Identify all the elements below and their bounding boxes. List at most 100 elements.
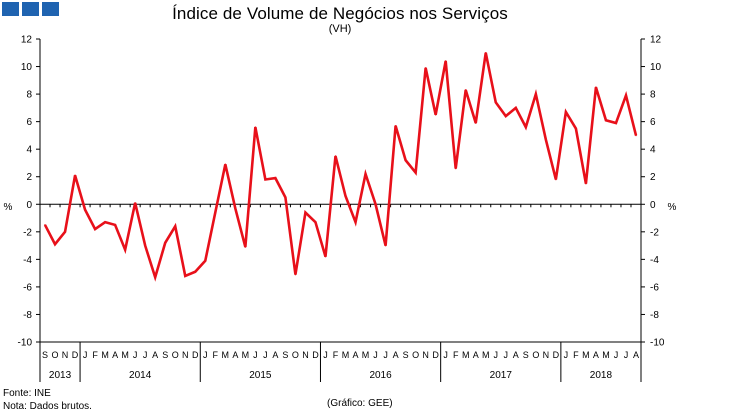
- y-tick-label-left: -8: [23, 310, 32, 321]
- data-point: [494, 101, 497, 104]
- month-label: D: [553, 350, 560, 360]
- logo-square-1: [2, 2, 19, 16]
- y-tick-label-right: 10: [650, 62, 662, 73]
- data-point: [514, 107, 517, 109]
- year-label: 2013: [49, 370, 72, 381]
- month-label: J: [323, 350, 328, 360]
- data-point: [44, 224, 46, 226]
- data-point: [605, 119, 607, 122]
- month-label: F: [92, 350, 98, 360]
- data-point: [354, 221, 357, 223]
- data-point: [474, 122, 477, 124]
- month-label: A: [152, 350, 158, 360]
- y-tick-label-right: -8: [650, 310, 659, 321]
- month-label: J: [373, 350, 378, 360]
- month-label: M: [482, 350, 490, 360]
- data-point: [464, 89, 467, 91]
- y-tick-label-right: -10: [650, 338, 665, 349]
- y-tick-label-left: 0: [26, 200, 32, 211]
- footer-credit: (Gráfico: GEE): [327, 398, 393, 409]
- month-label: A: [232, 350, 238, 360]
- data-point: [184, 275, 187, 277]
- data-point: [374, 203, 377, 206]
- month-label: N: [62, 350, 69, 360]
- data-point: [565, 111, 567, 113]
- month-label: M: [342, 350, 350, 360]
- chart-subtitle: (VH): [328, 23, 352, 35]
- month-label: M: [462, 350, 470, 360]
- month-label: M: [101, 350, 109, 360]
- month-label: J: [383, 350, 388, 360]
- logo-square-3: [42, 2, 59, 16]
- month-label: N: [302, 350, 309, 360]
- y-tick-label-left: 6: [26, 117, 32, 128]
- data-point: [525, 126, 527, 128]
- month-label: S: [523, 350, 529, 360]
- y-tick-label-left: -4: [23, 255, 32, 266]
- data-point: [535, 93, 537, 95]
- month-label: D: [192, 350, 199, 360]
- data-point: [334, 155, 337, 157]
- month-label: J: [564, 350, 569, 360]
- data-point: [144, 244, 146, 247]
- month-label: F: [453, 350, 459, 360]
- month-label: O: [532, 350, 539, 360]
- data-point: [294, 273, 297, 276]
- y-tick-label-right: 8: [650, 90, 656, 101]
- month-label: S: [282, 350, 288, 360]
- data-point: [384, 244, 387, 247]
- series-group: [43, 51, 638, 282]
- month-label: F: [213, 350, 219, 360]
- month-label: F: [573, 350, 579, 360]
- data-point: [174, 225, 177, 228]
- data-point: [214, 211, 217, 214]
- month-label: A: [513, 350, 519, 360]
- y-axis-label-left: %: [4, 202, 13, 213]
- month-label: N: [182, 350, 189, 360]
- month-label: J: [443, 350, 448, 360]
- month-label: J: [253, 350, 258, 360]
- data-point: [635, 134, 637, 137]
- data-point: [84, 208, 86, 211]
- year-label: 2015: [249, 370, 272, 381]
- data-point: [454, 167, 457, 170]
- data-point: [414, 171, 417, 174]
- month-label: O: [52, 350, 59, 360]
- data-point: [504, 115, 507, 117]
- month-label: A: [272, 350, 278, 360]
- data-point: [264, 178, 267, 181]
- data-point: [284, 196, 287, 199]
- data-point: [114, 224, 116, 226]
- data-point: [64, 231, 66, 233]
- data-point: [254, 126, 257, 128]
- year-label: 2017: [490, 370, 513, 381]
- y-tick-label-right: -2: [650, 227, 659, 238]
- brand-logo: [2, 2, 59, 16]
- data-point: [124, 248, 126, 251]
- axes-group: [39, 39, 642, 343]
- data-point: [484, 51, 487, 54]
- month-label: A: [393, 350, 399, 360]
- month-label: J: [494, 350, 499, 360]
- month-label: S: [403, 350, 409, 360]
- year-label: 2016: [369, 370, 392, 381]
- y-tick-label-right: 12: [650, 35, 662, 46]
- data-point: [444, 60, 447, 62]
- y-tick-label-left: -2: [23, 227, 32, 238]
- month-label: J: [624, 350, 629, 360]
- data-point: [404, 159, 407, 161]
- data-point: [204, 259, 207, 262]
- data-point: [314, 221, 317, 223]
- month-label: M: [242, 350, 250, 360]
- y-tick-label-left: 8: [26, 90, 32, 101]
- data-point: [555, 178, 557, 181]
- data-point: [54, 243, 56, 246]
- logo-square-2: [22, 2, 39, 16]
- month-label: N: [422, 350, 429, 360]
- month-label: M: [602, 350, 610, 360]
- month-label: D: [312, 350, 319, 360]
- data-point: [304, 211, 307, 214]
- y-tick-label-right: 2: [650, 172, 656, 183]
